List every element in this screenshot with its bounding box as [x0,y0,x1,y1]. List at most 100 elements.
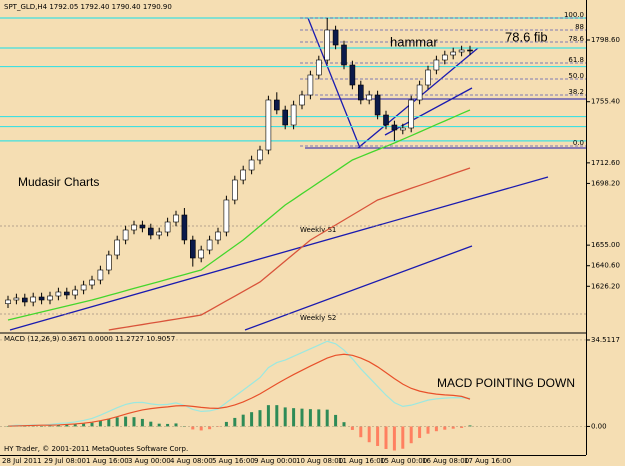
candle-body [416,84,423,101]
annotation: Mudasir Charts [18,175,99,189]
candle-body [441,54,448,61]
candle-body [173,214,179,223]
candle-body [21,297,28,303]
histogram-bar [443,426,447,430]
candle-body [198,249,204,259]
candle-body [190,239,196,259]
macd-line [7,340,471,427]
y-tick-label: 1626.20 [591,282,620,290]
x-tick-label: 11 Aug 16:00 [338,457,385,465]
histogram-bar [199,426,203,431]
fib-label: 38.2 [568,88,584,96]
histogram-bar [98,420,102,427]
candle-body [450,51,457,56]
histogram-bar [434,426,438,432]
candle-body [408,99,415,129]
y-tick-label: 0.00 [591,422,607,430]
histogram-bar [384,426,388,449]
histogram-bar [124,416,128,427]
histogram-bar [157,423,161,427]
y-tick-label: 1755.40 [591,98,620,106]
histogram-bar [350,426,354,430]
annotation: hammar [390,34,438,49]
fib-label: 0.0 [573,139,584,147]
candle-body [332,29,339,46]
candle-body [366,94,373,101]
candle-body [232,179,238,201]
histogram-bar [73,424,77,427]
histogram-bar [174,423,178,427]
histogram-bar [258,410,262,427]
candle-body [425,69,431,86]
x-tick-label: 17 Aug 16:00 [464,457,511,465]
histogram-bar [283,407,287,427]
y-tick-label: 1655.00 [591,241,620,249]
candle-body [156,231,162,236]
candle-body [349,64,356,86]
candle-body [215,231,221,241]
histogram-bar [233,417,237,427]
histogram-bar [208,426,212,430]
candle-body [164,221,171,233]
candle-body [290,104,297,126]
candle-body [89,279,95,286]
histogram-bar [65,424,69,427]
pivot-label: Weekly S2 [300,314,336,322]
candle-body [181,214,188,241]
x-tick-label: 10 Aug 08:00 [296,457,343,465]
candle-body [315,59,322,76]
x-tick-label: 4 Aug 08:00 [170,457,213,465]
candle-body [374,94,381,116]
fib-label: 78.6 [568,35,584,43]
candle-body [30,296,37,303]
histogram-bar [334,414,338,427]
candle-body [433,59,440,71]
y-tick-label: 34.5117 [591,336,620,344]
candle-body [72,289,78,296]
histogram-bar [107,418,111,427]
histogram-bar [292,408,296,427]
candle-body [223,199,230,233]
candle-body [206,239,213,251]
histogram-bar [376,426,380,446]
fib-label: 50.0 [568,72,584,80]
histogram-bar [224,421,228,427]
candle-body [5,299,11,305]
fib-label: 61.8 [568,56,584,64]
candle-body [248,159,255,171]
histogram-bar [359,426,363,438]
fib-label: 100.0 [564,11,584,19]
candle-body [139,224,146,229]
y-tick-label: 1640.60 [591,262,620,270]
histogram-bar [149,421,153,427]
histogram-bar [451,426,455,429]
candle-body [240,169,246,181]
candle-body [122,229,129,241]
candle-body [299,94,305,106]
x-tick-label: 5 Aug 16:00 [212,457,255,465]
x-tick-label: 15 Aug 00:00 [380,457,427,465]
candle-body [282,109,289,126]
histogram-bar [48,425,52,427]
candle-body [324,29,331,61]
histogram-bar [325,409,329,427]
x-tick-label: 3 Aug 00:00 [128,457,171,465]
fib-label: 88 [575,23,584,31]
moving-average [7,109,471,321]
candle-body [357,84,364,101]
histogram-bar [308,409,312,427]
histogram-bar [216,426,220,427]
histogram-bar [409,426,413,444]
histogram-bar [56,424,60,427]
candle-body [341,44,347,66]
candle-body [13,297,20,301]
histogram-bar [418,426,422,438]
histogram-bar [426,426,430,434]
candle-body [399,127,406,131]
candle-body [307,74,314,96]
moving-average [108,167,471,331]
candle-body [467,49,473,52]
histogram-bar [140,418,144,427]
histogram-bar [342,422,346,427]
x-tick-label: 1 Aug 16:00 [86,457,129,465]
